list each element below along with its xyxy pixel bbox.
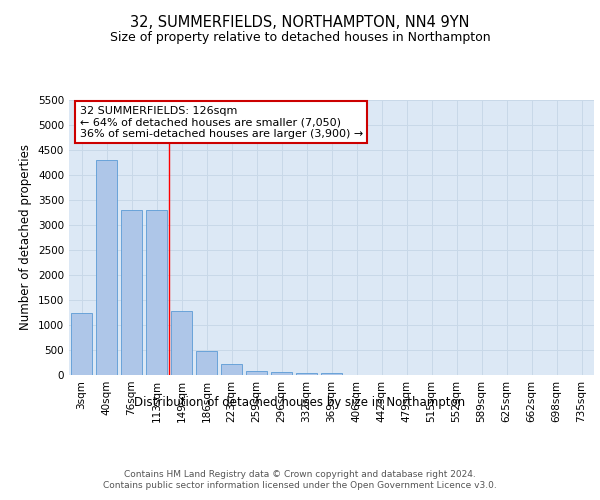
Bar <box>321 372 342 375</box>
Text: Distribution of detached houses by size in Northampton: Distribution of detached houses by size … <box>134 396 466 409</box>
Bar <box>121 210 142 375</box>
Bar <box>146 210 167 375</box>
Y-axis label: Number of detached properties: Number of detached properties <box>19 144 32 330</box>
Text: Size of property relative to detached houses in Northampton: Size of property relative to detached ho… <box>110 31 490 44</box>
Text: Contains HM Land Registry data © Crown copyright and database right 2024.
Contai: Contains HM Land Registry data © Crown c… <box>103 470 497 490</box>
Bar <box>246 370 267 375</box>
Bar <box>171 311 192 375</box>
Bar <box>196 351 217 375</box>
Bar <box>71 312 92 375</box>
Text: 32, SUMMERFIELDS, NORTHAMPTON, NN4 9YN: 32, SUMMERFIELDS, NORTHAMPTON, NN4 9YN <box>130 15 470 30</box>
Text: 32 SUMMERFIELDS: 126sqm
← 64% of detached houses are smaller (7,050)
36% of semi: 32 SUMMERFIELDS: 126sqm ← 64% of detache… <box>79 106 363 138</box>
Bar <box>221 364 242 375</box>
Bar <box>296 372 317 375</box>
Bar <box>96 160 117 375</box>
Bar <box>271 372 292 375</box>
